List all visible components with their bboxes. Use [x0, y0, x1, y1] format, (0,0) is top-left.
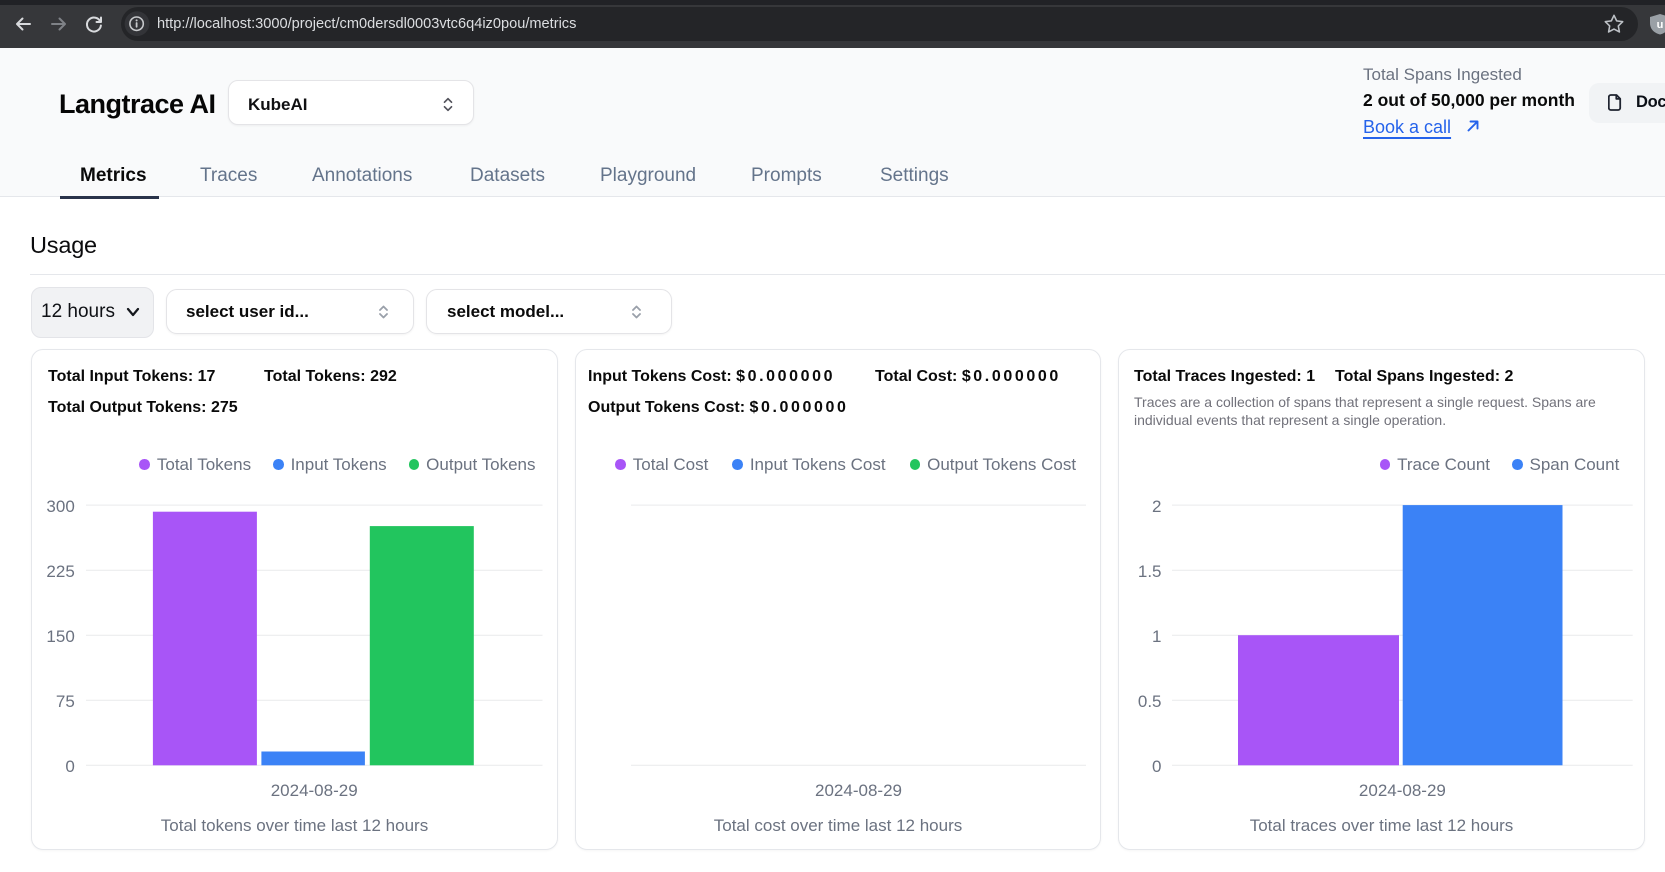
svg-text:Total cost over time last 12 h: Total cost over time last 12 hours: [714, 816, 963, 835]
svg-text:0: 0: [1152, 757, 1161, 776]
svg-text:1.5: 1.5: [1138, 562, 1162, 581]
svg-text:2: 2: [1152, 497, 1161, 516]
svg-text:Total tokens over time last 12: Total tokens over time last 12 hours: [161, 816, 428, 835]
svg-text:2024-08-29: 2024-08-29: [815, 781, 902, 800]
svg-text:300: 300: [46, 497, 74, 516]
svg-text:0.5: 0.5: [1138, 692, 1162, 711]
svg-text:0: 0: [65, 757, 74, 776]
svg-text:2024-08-29: 2024-08-29: [271, 781, 358, 800]
svg-text:225: 225: [46, 562, 74, 581]
svg-text:Total traces over time last 12: Total traces over time last 12 hours: [1250, 816, 1514, 835]
svg-text:1: 1: [1152, 627, 1161, 646]
svg-text:u: u: [1657, 19, 1664, 31]
svg-text:2024-08-29: 2024-08-29: [1359, 781, 1446, 800]
svg-text:75: 75: [56, 692, 75, 711]
svg-text:150: 150: [46, 627, 74, 646]
